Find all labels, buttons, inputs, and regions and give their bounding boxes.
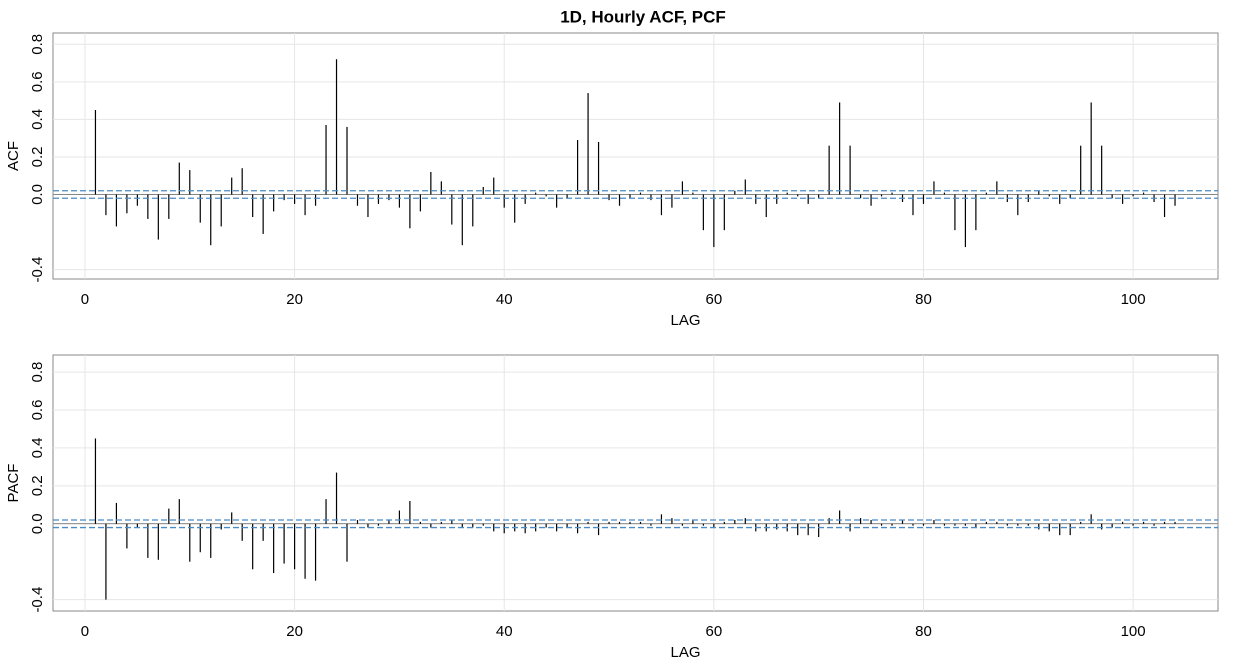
- y-tick-label: 0.4: [29, 437, 46, 458]
- plot-area: [52, 354, 1219, 612]
- x-tick-label: 100: [1121, 623, 1146, 640]
- x-tick-label: 100: [1121, 291, 1146, 308]
- x-tick-label: 0: [81, 291, 89, 308]
- x-tick-label: 60: [706, 623, 723, 640]
- y-tick-label: 0.2: [29, 475, 46, 496]
- y-tick-label: 0.6: [29, 400, 46, 421]
- x-tick-label: 20: [286, 623, 303, 640]
- y-tick-label: 0.6: [29, 71, 46, 92]
- y-tick-label: 0.8: [29, 362, 46, 383]
- chart-title: 1D, Hourly ACF, PCF: [560, 7, 726, 26]
- y-axis-label: PACF: [5, 464, 22, 503]
- x-axis-label: LAG: [670, 312, 700, 329]
- x-axis-label: LAG: [670, 644, 700, 661]
- x-tick-label: 0: [81, 623, 89, 640]
- x-tick-label: 80: [915, 291, 932, 308]
- x-tick-label: 40: [496, 291, 513, 308]
- x-tick-label: 80: [915, 623, 932, 640]
- y-axis-label: ACF: [5, 141, 22, 171]
- x-tick-label: 40: [496, 623, 513, 640]
- y-tick-label: -0.4: [29, 257, 46, 283]
- y-tick-label: 0.0: [29, 184, 46, 205]
- y-tick-label: 0.4: [29, 109, 46, 130]
- plot-area: [52, 32, 1219, 280]
- x-tick-label: 60: [706, 291, 723, 308]
- y-tick-label: 0.8: [29, 34, 46, 55]
- x-tick-label: 20: [286, 291, 303, 308]
- y-tick-label: -0.4: [29, 587, 46, 613]
- y-tick-label: 0.0: [29, 513, 46, 534]
- y-tick-label: 0.2: [29, 147, 46, 168]
